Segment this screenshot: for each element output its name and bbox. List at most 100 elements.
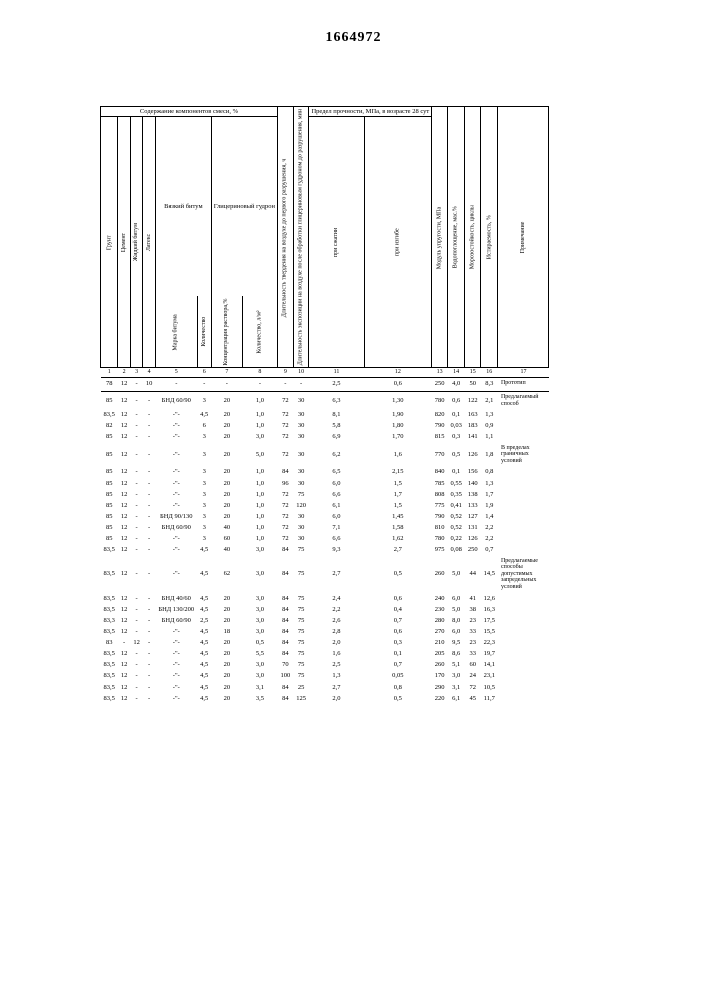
cell: 83,5: [101, 682, 118, 693]
header-konc: Концентрация раствора,%: [211, 296, 242, 367]
cell: 6,0: [309, 478, 364, 489]
cell: 85: [101, 500, 118, 511]
cell: 0,05: [364, 670, 432, 681]
cell: 6,5: [309, 466, 364, 477]
cell: 4,5: [197, 670, 211, 681]
cell: 75: [293, 489, 309, 500]
header-pri-szh: при сжатии: [309, 117, 364, 368]
note-cell: [498, 420, 549, 431]
cell: 12: [118, 556, 131, 593]
cell: -: [143, 478, 156, 489]
note-cell: [498, 500, 549, 511]
cell: 1,0: [242, 409, 277, 420]
cell: 3,0: [242, 670, 277, 681]
cell: 2,0: [309, 693, 364, 704]
cell: 9,3: [309, 544, 364, 555]
cell: 2,5: [197, 615, 211, 626]
note-cell: [498, 604, 549, 615]
cell: -: [130, 511, 143, 522]
cell: 84: [277, 626, 293, 637]
cell: -: [143, 533, 156, 544]
cell: 12: [118, 478, 131, 489]
cell: 6,2: [309, 443, 364, 467]
cell: -: [130, 544, 143, 555]
table-row: 83,512---"-4,5203,0100751,30,051703,0242…: [101, 670, 549, 681]
cell: 20: [211, 693, 242, 704]
note-cell: [498, 615, 549, 626]
cell: 3,0: [447, 670, 464, 681]
colnum: 15: [465, 368, 481, 378]
cell: 6,0: [309, 511, 364, 522]
cell: 6,3: [309, 392, 364, 410]
cell: 12: [118, 522, 131, 533]
note-cell: Предлагаемые способы допустимых запредел…: [498, 556, 549, 593]
cell: 75: [293, 626, 309, 637]
cell: 12: [118, 377, 131, 391]
cell: -: [130, 682, 143, 693]
cell: 14,1: [481, 659, 498, 670]
cell: 3: [197, 431, 211, 442]
cell: 83,3: [101, 615, 118, 626]
cell: -"-: [155, 466, 197, 477]
cell: 22,3: [481, 637, 498, 648]
table-row: 8512--БНД 60/903201,072306,31,307800,612…: [101, 392, 549, 410]
cell: 84: [277, 615, 293, 626]
colnum: 1: [101, 368, 118, 378]
cell: 0,5: [447, 443, 464, 467]
colnum: 2: [118, 368, 131, 378]
cell: 1,90: [364, 409, 432, 420]
note-cell: [498, 637, 549, 648]
cell: 20: [211, 420, 242, 431]
cell: 40: [211, 544, 242, 555]
cell: 0,52: [447, 511, 464, 522]
cell: 0,9: [481, 420, 498, 431]
cell: 20: [211, 659, 242, 670]
cell: 2,7: [309, 682, 364, 693]
cell: 23: [465, 637, 481, 648]
cell: 0,1: [447, 409, 464, 420]
cell: 12: [118, 466, 131, 477]
cell: 4,5: [197, 409, 211, 420]
cell: 3,0: [242, 593, 277, 604]
cell: -: [242, 377, 277, 391]
cell: 0,7: [481, 544, 498, 555]
cell: -: [130, 409, 143, 420]
cell: 2,2: [309, 604, 364, 615]
cell: 2,7: [309, 556, 364, 593]
cell: 183: [465, 420, 481, 431]
table-row: 8212---"-6201,072305,81,807900,031830,9: [101, 420, 549, 431]
cell: 62: [211, 556, 242, 593]
cell: 4,5: [197, 544, 211, 555]
header-marka: Марка битума: [155, 296, 197, 367]
table-row: 83,512---"-4,5203,184252,70,82903,17210,…: [101, 682, 549, 693]
cell: 83,5: [101, 604, 118, 615]
cell: -"-: [155, 670, 197, 681]
cell: 790: [432, 420, 448, 431]
header-vodo: Водопоглощение, мас.%: [447, 107, 464, 368]
cell: -: [130, 522, 143, 533]
cell: 12: [118, 544, 131, 555]
table-row: 83,512--БНД 40/604,5203,084752,40,62406,…: [101, 593, 549, 604]
cell: 75: [293, 648, 309, 659]
header-dlit1: Длительность твердения на воздухе до пер…: [277, 107, 293, 368]
cell: 84: [277, 604, 293, 615]
cell: 250: [465, 544, 481, 555]
cell: 4,5: [197, 593, 211, 604]
cell: -"-: [155, 556, 197, 593]
cell: 72: [277, 443, 293, 467]
cell: 3,1: [242, 682, 277, 693]
colnum: 10: [293, 368, 309, 378]
cell: 1,5: [364, 500, 432, 511]
cell: 0,4: [364, 604, 432, 615]
table-row: 83,512---"-4,5203,5841252,00,52206,14511…: [101, 693, 549, 704]
note-cell: [498, 466, 549, 477]
cell: -: [143, 593, 156, 604]
cell: 2,7: [364, 544, 432, 555]
header-glitser: Глицериновый гудрон: [211, 117, 277, 297]
cell: 75: [293, 670, 309, 681]
cell: 140: [465, 478, 481, 489]
cell: 20: [211, 637, 242, 648]
cell: -: [143, 409, 156, 420]
cell: -: [130, 500, 143, 511]
cell: 33: [465, 648, 481, 659]
